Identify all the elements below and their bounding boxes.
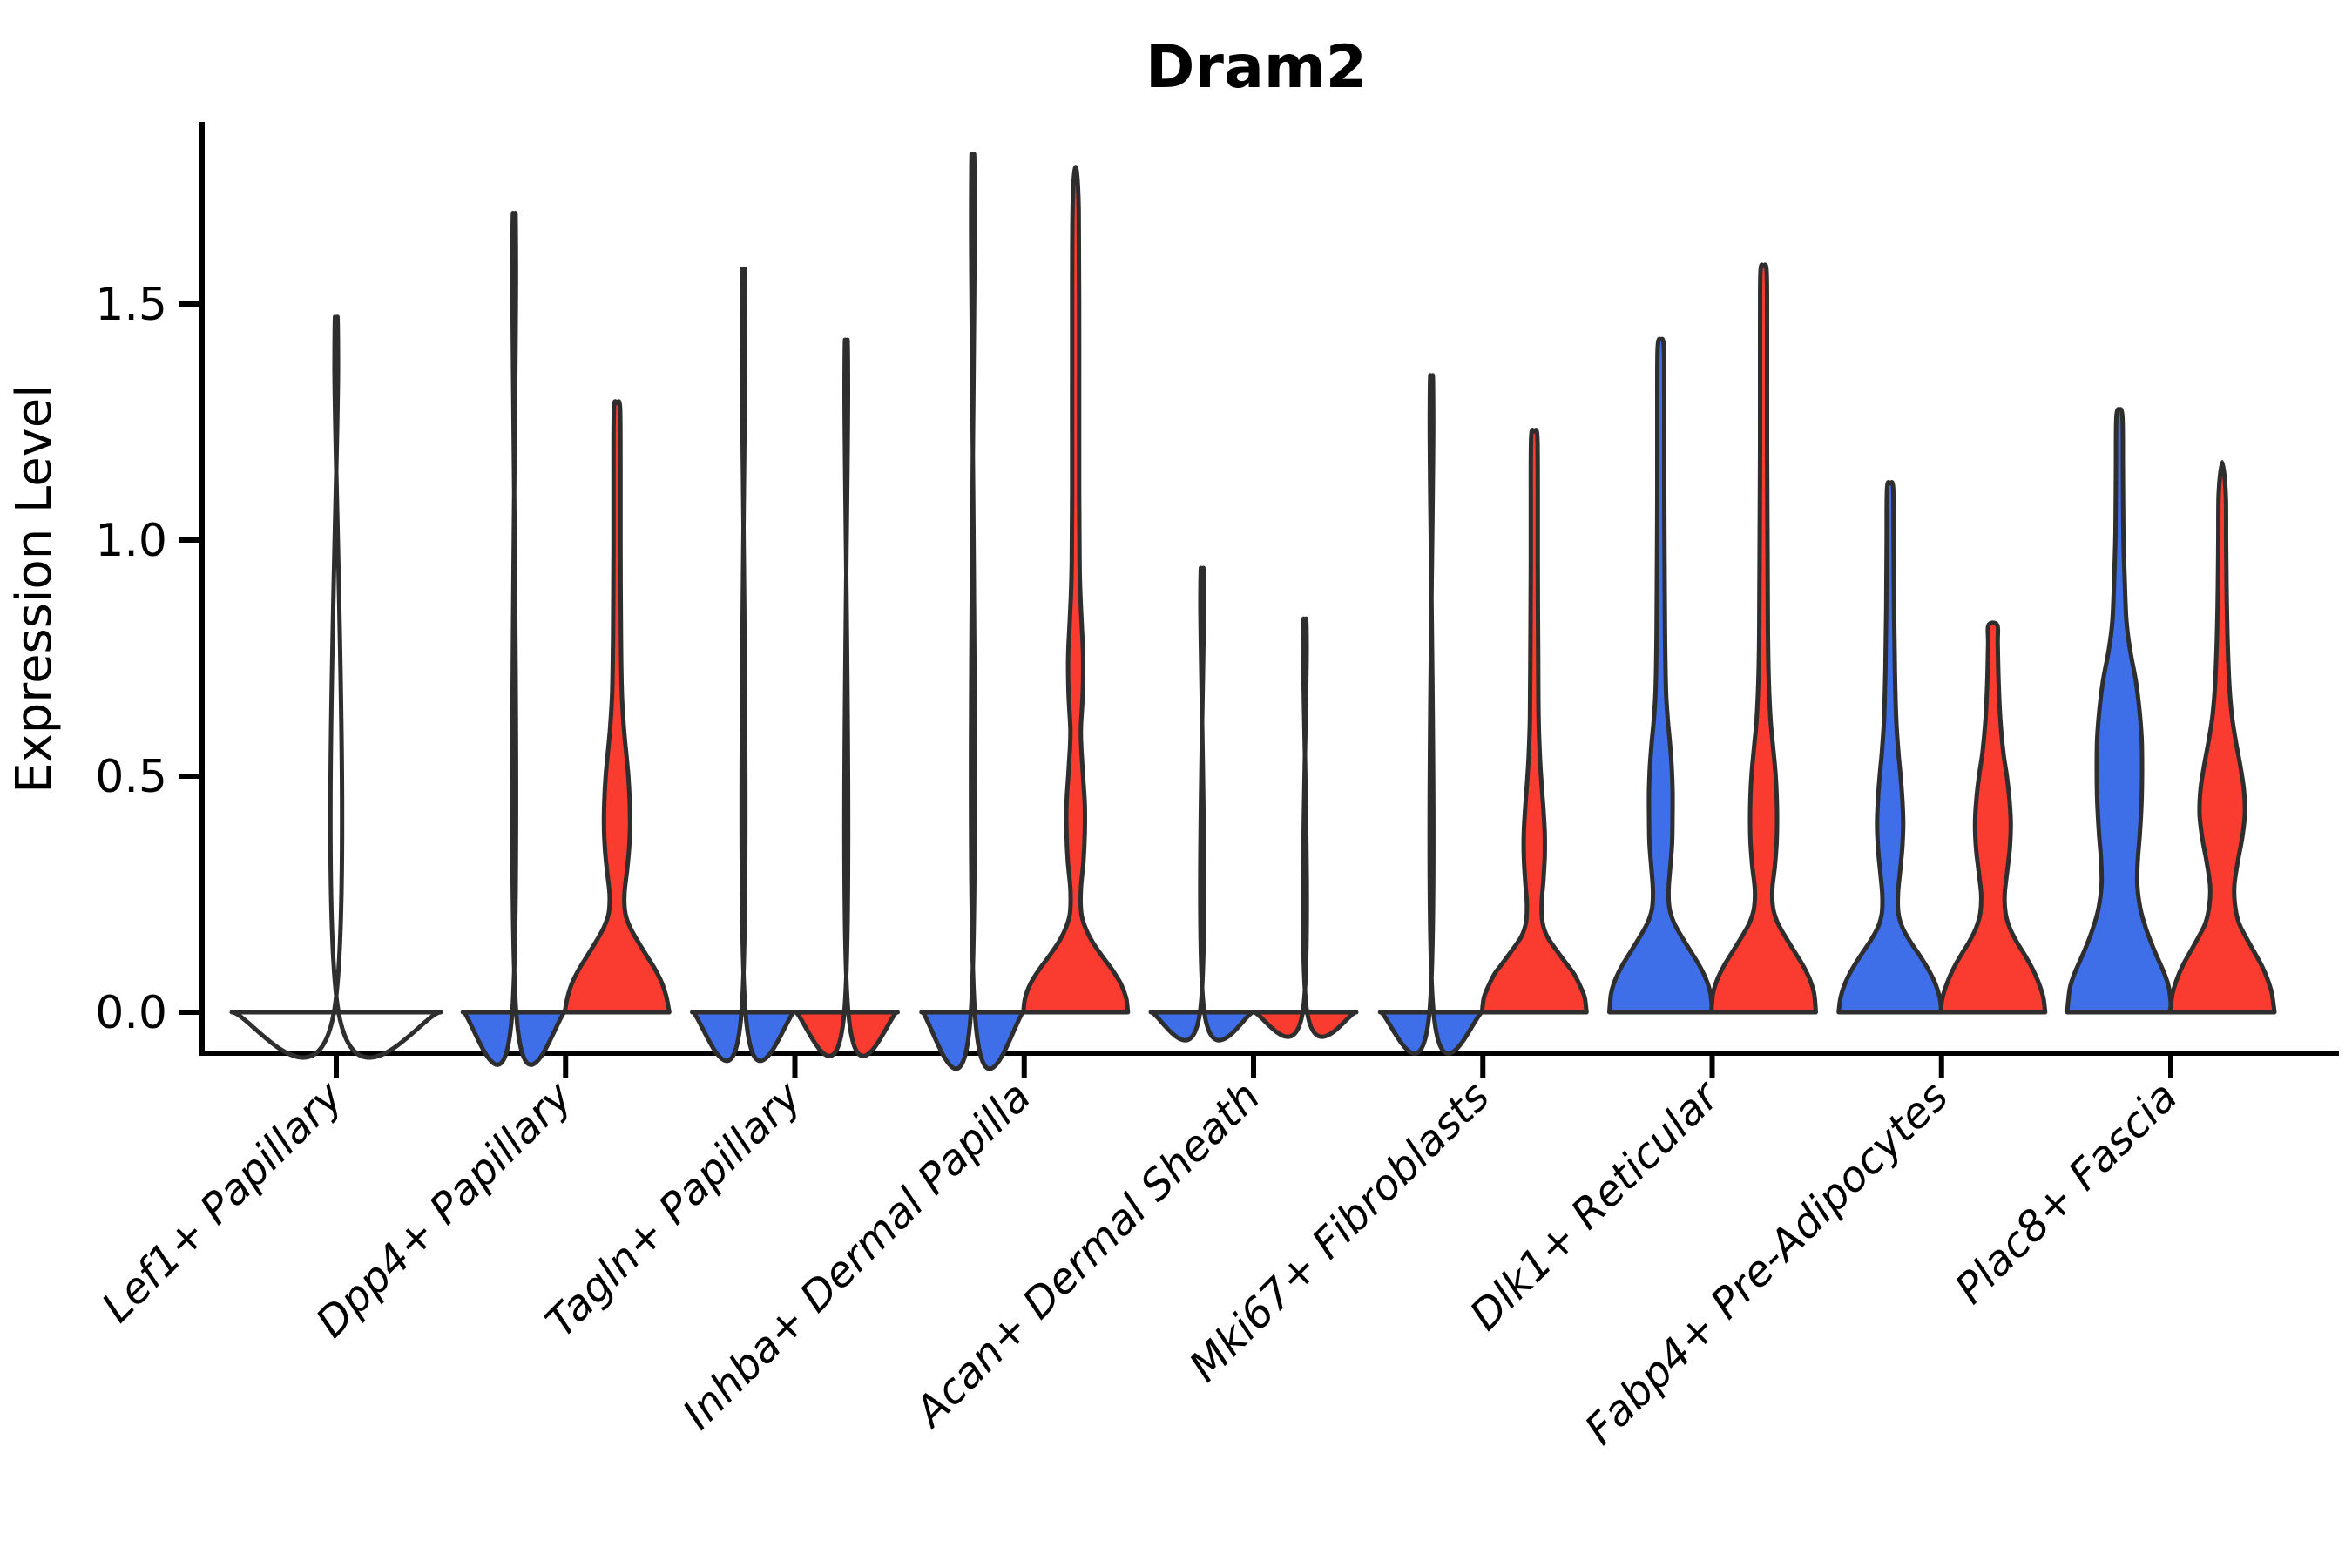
chart-title: Dram2 (1146, 33, 1367, 102)
violin-acan-dermal-sheath-left (1148, 565, 1256, 1043)
x-tick-label-dlk1-reticular: Dlk1+ Reticular (1461, 1071, 1731, 1341)
violin-dlk1-reticular-right (1709, 262, 1818, 1015)
violin-plac8-fascia-left (2065, 407, 2174, 1015)
x-tick-label-plac8-fascia: Plac8+ Fascia (1946, 1072, 2187, 1314)
y-tick-label: 0.5 (95, 751, 167, 803)
violin-inhba-dermal-papilla-left (919, 152, 1027, 1071)
x-tick-label-lef1-papillary: Lef1+ Papillary (92, 1071, 353, 1332)
y-tick-label: 1.5 (95, 279, 167, 331)
axes-spines (199, 122, 2339, 1056)
violin-acan-dermal-sheath-right (1251, 616, 1359, 1039)
violin-plac8-fascia-right (2167, 460, 2277, 1015)
violins (229, 152, 2277, 1071)
violin-fabp4-pre-adipocytes-right (1938, 620, 2048, 1015)
violin-tagln-papillary-right (793, 337, 900, 1058)
violin-dlk1-reticular-left (1607, 336, 1714, 1015)
y-tick-label: 1.0 (95, 515, 167, 567)
y-tick-label: 0.0 (95, 987, 167, 1039)
violin-mki67-fibroblasts-left (1377, 373, 1485, 1056)
violin-lef1-papillary-single (229, 314, 443, 1060)
violin-inhba-dermal-papilla-right (1021, 165, 1131, 1015)
x-tick-label-tagln-papillary: Tagln+ Papillary (537, 1071, 812, 1347)
y-axis-ticks: 0.0 0.5 1.0 1.5 (95, 279, 202, 1039)
violin-dpp4-papillary-left (460, 211, 568, 1067)
violin-fabp4-pre-adipocytes-left (1836, 480, 1944, 1015)
y-axis-label: Expression Level (6, 384, 63, 794)
violin-tagln-papillary-left (690, 267, 797, 1064)
violin-dpp4-papillary-right (562, 399, 672, 1015)
x-tick-label-dpp4-papillary: Dpp4+ Papillary (307, 1071, 582, 1347)
x-tick-label-fabp4-pre-adipocytes: Fabp4+ Pre-Adipocytes (1576, 1072, 1958, 1455)
violin-mki67-fibroblasts-right (1479, 428, 1589, 1015)
